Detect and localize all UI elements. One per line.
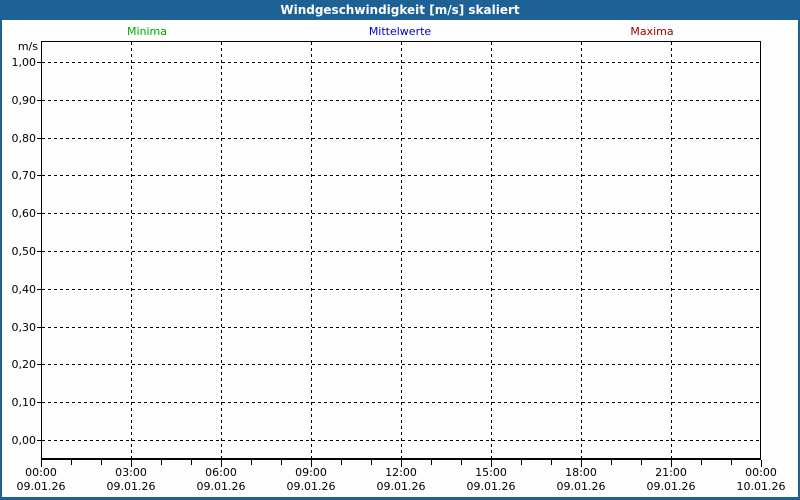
x-axis-tick-major <box>491 460 492 467</box>
x-axis-tick-minor <box>281 460 282 465</box>
x-axis-tick-label: 00:00 09.01.26 <box>0 466 86 494</box>
x-axis-tick-minor <box>191 460 192 465</box>
y-axis-tick <box>37 175 41 176</box>
x-tick-date: 09.01.26 <box>286 480 336 493</box>
x-axis-tick-label: 09:00 09.01.26 <box>266 466 356 494</box>
x-axis-tick-label: 15:00 09.01.26 <box>446 466 536 494</box>
y-axis-tick-label: 0,60 <box>11 207 37 220</box>
x-axis-tick-label: 06:00 09.01.26 <box>176 466 266 494</box>
x-axis-tick-minor <box>461 460 462 465</box>
x-axis-tick-major <box>761 460 762 467</box>
y-axis-tick <box>37 327 41 328</box>
x-tick-time: 09:00 <box>295 466 327 479</box>
x-tick-time: 12:00 <box>385 466 417 479</box>
y-axis-tick <box>37 251 41 252</box>
x-axis-tick-minor <box>701 460 702 465</box>
y-axis-tick <box>37 62 41 63</box>
x-axis-tick-minor <box>341 460 342 465</box>
y-axis-tick <box>37 213 41 214</box>
x-axis-tick-minor <box>251 460 252 465</box>
y-axis-tick-label: 0,10 <box>11 396 37 409</box>
y-axis-tick-label: 0,00 <box>11 434 37 447</box>
x-axis-tick-minor <box>431 460 432 465</box>
x-tick-date: 09.01.26 <box>466 480 516 493</box>
x-tick-date: 09.01.26 <box>106 480 156 493</box>
x-tick-time: 06:00 <box>205 466 237 479</box>
legend-item-minima: Minima <box>126 25 168 38</box>
x-axis-tick-major <box>131 460 132 467</box>
gridline-vertical <box>221 42 222 458</box>
x-axis-tick-major <box>41 460 42 467</box>
y-axis-tick-label: 1,00 <box>11 56 37 69</box>
x-axis-tick-minor <box>71 460 72 465</box>
x-axis-tick-major <box>221 460 222 467</box>
x-tick-date: 09.01.26 <box>376 480 426 493</box>
y-axis-tick <box>37 440 41 441</box>
y-axis-tick-label: 0,50 <box>11 245 37 258</box>
x-axis-tick-major <box>671 460 672 467</box>
x-axis-tick-label: 21:00 09.01.26 <box>626 466 716 494</box>
x-tick-date: 09.01.26 <box>646 480 696 493</box>
y-axis-unit-label: m/s <box>17 40 38 53</box>
gridline-vertical <box>311 42 312 458</box>
x-axis-tick-major <box>581 460 582 467</box>
x-axis-tick-minor <box>611 460 612 465</box>
chart-title: Windgeschwindigkeit [m/s] skaliert <box>280 3 520 17</box>
x-axis-tick-minor <box>161 460 162 465</box>
gridline-vertical <box>491 42 492 458</box>
x-axis-tick-minor <box>551 460 552 465</box>
y-axis-tick-label: 0,90 <box>11 94 37 107</box>
y-axis-tick <box>37 289 41 290</box>
gridline-vertical <box>581 42 582 458</box>
x-tick-date: 09.01.26 <box>196 480 246 493</box>
y-axis-tick <box>37 364 41 365</box>
x-tick-date: 10.01.26 <box>736 480 786 493</box>
x-tick-time: 15:00 <box>475 466 507 479</box>
x-axis-tick-minor <box>101 460 102 465</box>
gridline-vertical <box>401 42 402 458</box>
x-tick-date: 09.01.26 <box>556 480 606 493</box>
x-tick-time: 03:00 <box>115 466 147 479</box>
y-axis-tick-label: 0,20 <box>11 358 37 371</box>
y-axis-tick <box>37 402 41 403</box>
x-axis-tick-minor <box>371 460 372 465</box>
x-axis-tick-minor <box>731 460 732 465</box>
y-axis-tick <box>37 138 41 139</box>
y-axis-tick <box>37 100 41 101</box>
x-tick-time: 00:00 <box>745 466 777 479</box>
plot-area <box>41 41 761 460</box>
legend-item-maxima: Maxima <box>630 25 674 38</box>
x-axis-tick-label: 12:00 09.01.26 <box>356 466 446 494</box>
x-axis-tick-label: 00:00 10.01.26 <box>716 466 800 494</box>
x-axis-tick-minor <box>521 460 522 465</box>
legend-item-mittelwerte: Mittelwerte <box>368 25 432 38</box>
x-tick-time: 00:00 <box>25 466 57 479</box>
gridline-vertical <box>671 42 672 458</box>
x-tick-date: 09.01.26 <box>16 480 66 493</box>
x-axis-tick-label: 03:00 09.01.26 <box>86 466 176 494</box>
gridline-vertical <box>131 42 132 458</box>
x-axis-tick-major <box>401 460 402 467</box>
chart-title-bar: Windgeschwindigkeit [m/s] skaliert <box>0 0 800 20</box>
y-axis-tick-label: 0,30 <box>11 321 37 334</box>
x-tick-time: 18:00 <box>565 466 597 479</box>
y-axis-tick-label: 0,80 <box>11 132 37 145</box>
y-axis-tick-label: 0,40 <box>11 283 37 296</box>
x-axis-tick-minor <box>641 460 642 465</box>
x-axis-tick-label: 18:00 09.01.26 <box>536 466 626 494</box>
y-axis-tick-label: 0,70 <box>11 169 37 182</box>
x-tick-time: 21:00 <box>655 466 687 479</box>
x-axis-tick-major <box>311 460 312 467</box>
